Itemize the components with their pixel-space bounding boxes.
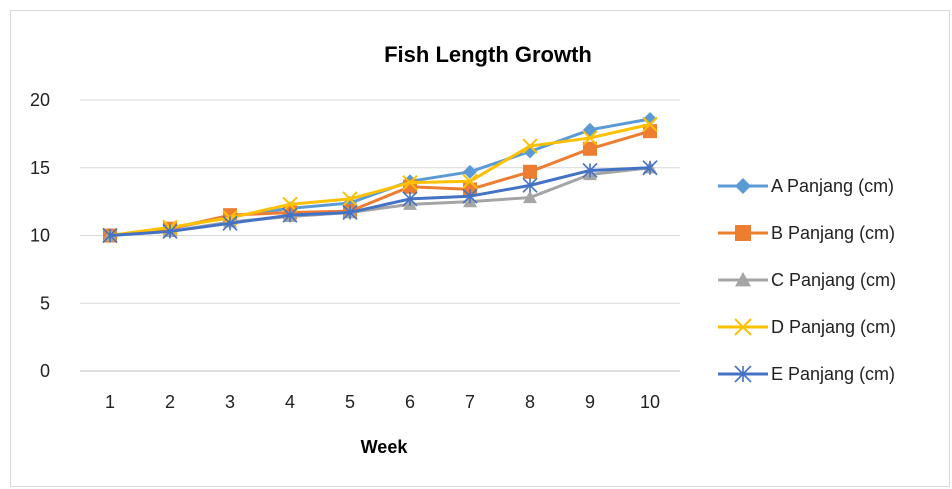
marker-x — [282, 196, 298, 213]
x-tick-label: 4 — [285, 392, 295, 412]
marker-star — [222, 215, 238, 231]
legend-label: B Panjang (cm) — [771, 223, 895, 243]
x-tick-label: 6 — [405, 392, 415, 412]
x-tick-label: 8 — [525, 392, 535, 412]
x-axis-label: Week — [361, 437, 409, 457]
x-tick-label: 3 — [225, 392, 235, 412]
x-tick-label: 7 — [465, 392, 475, 412]
marker-square — [735, 225, 751, 241]
series-1 — [103, 111, 657, 243]
marker-star — [522, 177, 538, 193]
legend: A Panjang (cm) B Panjang (cm) C Panjang (c… — [718, 176, 896, 384]
x-axis-ticks: 1 2 3 4 5 6 7 8 9 10 — [105, 392, 660, 412]
marker-star — [402, 191, 418, 207]
x-tick-label: 5 — [345, 392, 355, 412]
series-line — [109, 166, 651, 237]
x-tick-label: 1 — [105, 392, 115, 412]
marker-star — [642, 160, 658, 176]
chart-frame — [10, 10, 950, 487]
legend-label: E Panjang (cm) — [771, 364, 895, 384]
legend-label: C Panjang (cm) — [771, 270, 896, 290]
marker-star — [582, 162, 598, 179]
marker-square — [523, 164, 537, 179]
marker-diamond — [583, 122, 597, 137]
marker-x — [522, 138, 538, 154]
legend-label: D Panjang (cm) — [771, 317, 896, 337]
marker-star — [282, 207, 298, 223]
marker-x — [342, 191, 358, 207]
chart-title: Fish Length Growth — [384, 42, 592, 67]
marker-diamond — [643, 111, 657, 126]
marker-x — [642, 116, 658, 133]
marker-triangle — [735, 272, 751, 287]
y-tick-label: 0 — [40, 361, 50, 381]
legend-item: E Panjang (cm) — [718, 364, 895, 384]
y-tick-label: 10 — [30, 226, 50, 246]
marker-star — [462, 188, 478, 204]
series-line — [109, 117, 651, 237]
marker-star — [734, 365, 752, 383]
gridlines — [80, 99, 680, 372]
y-axis-ticks: 0 5 10 15 20 — [30, 90, 50, 381]
y-tick-label: 15 — [30, 158, 50, 178]
marker-x — [582, 130, 598, 146]
marker-triangle — [523, 190, 537, 204]
series-group — [102, 111, 658, 244]
x-tick-label: 10 — [640, 392, 660, 412]
marker-star — [102, 227, 118, 244]
series-5 — [102, 160, 658, 244]
marker-diamond — [463, 164, 477, 179]
marker-star — [342, 204, 358, 221]
legend-item: B Panjang (cm) — [718, 223, 895, 243]
x-tick-label: 2 — [165, 392, 175, 412]
marker-x — [402, 174, 418, 191]
legend-item: A Panjang (cm) — [718, 176, 894, 196]
legend-label: A Panjang (cm) — [771, 176, 894, 196]
marker-square — [583, 141, 597, 156]
x-tick-label: 9 — [585, 392, 595, 412]
series-line — [109, 122, 651, 237]
marker-diamond — [735, 178, 751, 194]
marker-x — [734, 318, 752, 336]
legend-item: C Panjang (cm) — [718, 270, 896, 290]
marker-star — [162, 223, 178, 240]
y-tick-label: 20 — [30, 90, 50, 110]
legend-item: D Panjang (cm) — [718, 317, 896, 337]
series-4 — [102, 116, 658, 244]
marker-x — [462, 173, 478, 190]
y-tick-label: 5 — [40, 293, 50, 313]
